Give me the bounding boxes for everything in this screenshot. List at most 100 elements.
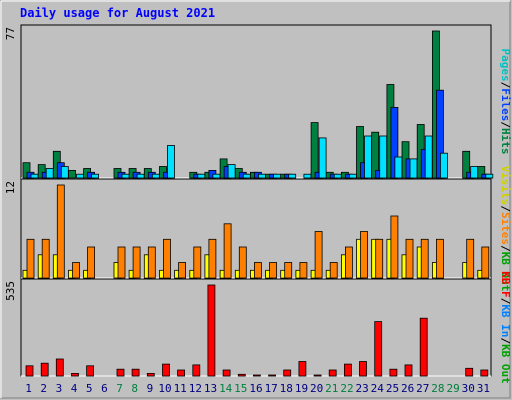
bar-hits-pages-day-14 [227, 164, 236, 179]
bar-kbytes-kb-f-day-4 [71, 372, 79, 377]
day-label-30: 30 [462, 382, 475, 395]
legend-item-pages: Pages [499, 49, 512, 82]
bar-visits-sites-day-5 [87, 246, 95, 279]
bar-hits-hits-day-2 [37, 164, 46, 179]
bar-visits-sites-day-15 [238, 246, 247, 279]
legend-separator: / [499, 121, 512, 128]
day-label-5: 5 [86, 382, 93, 395]
bar-visits-sites-day-3 [56, 184, 65, 279]
bar-kbytes-kb-f-day-1 [25, 365, 34, 377]
day-label-8: 8 [131, 382, 138, 395]
bar-hits-hits-day-4 [68, 169, 76, 179]
day-label-2: 2 [40, 382, 47, 395]
panel-visits-max-label: 12 [4, 181, 17, 194]
bar-visits-sites-day-26 [405, 238, 414, 279]
legend-item-kb-out: KB Out [499, 252, 512, 292]
bar-hits-pages-day-5 [91, 173, 99, 179]
bar-visits-sites-day-1 [26, 238, 35, 279]
bar-kbytes-kb-f-day-22 [343, 363, 352, 377]
day-label-21: 21 [325, 382, 338, 395]
bar-visits-sites-day-19 [299, 262, 308, 279]
bar-visits-sites-day-20 [314, 231, 323, 279]
bar-hits-pages-day-8 [136, 173, 145, 179]
bar-kbytes-kb-f-day-15 [237, 373, 246, 377]
day-label-11: 11 [174, 382, 187, 395]
panel-hits-legend: Pages/Files/Hits [499, 49, 512, 155]
day-label-6: 6 [101, 382, 108, 395]
day-label-29: 29 [446, 382, 459, 395]
bar-hits-pages-day-25 [394, 156, 403, 179]
bar-visits-sites-day-2 [41, 238, 50, 279]
bar-hits-files-day-28 [435, 89, 444, 179]
bar-visits-sites-day-10 [163, 238, 171, 279]
bar-kbytes-kb-f-day-7 [116, 368, 125, 377]
bar-visits-sites-day-23 [360, 231, 368, 279]
bar-hits-pages-day-2 [45, 168, 54, 179]
bar-hits-files-day-25 [390, 107, 399, 179]
bar-hits-pages-day-18 [288, 173, 297, 179]
legend-separator: / [499, 337, 512, 344]
bar-kbytes-kb-f-day-12 [192, 364, 201, 377]
chart-title: Daily usage for August 2021 [20, 6, 215, 20]
bar-kbytes-kb-f-day-24 [374, 321, 383, 377]
legend-item-sites: Sites [499, 212, 512, 245]
bar-hits-pages-day-17 [273, 173, 282, 179]
bar-visits-sites-day-21 [329, 262, 338, 279]
bar-visits-sites-day-8 [132, 246, 141, 279]
bar-hits-pages-day-12 [197, 173, 206, 179]
day-label-31: 31 [477, 382, 490, 395]
bar-kbytes-kb-f-day-23 [359, 361, 367, 377]
legend-item-hits: Hits [499, 128, 512, 155]
legend-item-files: Files [499, 88, 512, 121]
bar-kbytes-kb-f-day-9 [146, 372, 155, 377]
legend-item-kb-f: KB F [499, 271, 512, 298]
bar-kbytes-kb-f-day-19 [298, 361, 307, 377]
bar-kbytes-kb-f-day-27 [419, 317, 428, 377]
bar-visits-sites-day-9 [147, 246, 156, 279]
bar-hits-pages-day-13 [212, 173, 221, 179]
bar-hits-hits-day-30 [462, 150, 471, 179]
panel-hits [20, 24, 492, 179]
bar-visits-sites-day-24 [375, 238, 384, 279]
bar-kbytes-kb-f-day-18 [283, 369, 292, 377]
legend-separator: / [499, 245, 512, 252]
day-label-3: 3 [56, 382, 63, 395]
day-label-20: 20 [310, 382, 323, 395]
bar-visits-sites-day-13 [208, 238, 217, 279]
legend-item-kb-in: KB In [499, 304, 512, 337]
bar-kbytes-kb-f-day-2 [40, 362, 49, 377]
bar-visits-sites-day-17 [269, 262, 278, 279]
panel-kbytes [20, 278, 492, 377]
day-label-25: 25 [386, 382, 399, 395]
bar-visits-sites-day-30 [466, 238, 475, 279]
bar-hits-pages-day-15 [242, 173, 251, 179]
panel-kbytes-max-label: 535 [4, 281, 17, 301]
bar-hits-pages-day-30 [470, 166, 479, 179]
bar-kbytes-kb-f-day-25 [389, 368, 398, 377]
bar-kbytes-kb-f-day-5 [86, 365, 94, 377]
bar-visits-sites-day-27 [420, 238, 429, 279]
day-label-17: 17 [265, 382, 278, 395]
day-label-4: 4 [71, 382, 78, 395]
bar-visits-sites-day-4 [72, 262, 80, 279]
bar-hits-pages-day-9 [151, 173, 160, 179]
bar-kbytes-kb-f-day-16 [252, 374, 261, 377]
bar-visits-sites-day-28 [435, 238, 444, 279]
bar-visits-sites-day-25 [390, 215, 399, 279]
bar-hits-pages-day-27 [424, 135, 433, 179]
day-label-10: 10 [158, 382, 171, 395]
legend-separator: / [499, 82, 512, 89]
bar-hits-pages-day-24 [379, 135, 388, 179]
legend-item-visits: Visits [499, 166, 512, 206]
bar-visits-sites-day-11 [178, 262, 187, 279]
bar-hits-pages-day-19 [303, 173, 312, 179]
panel-kbytes-legend: KB F/KB In/KB Out [499, 271, 512, 384]
day-label-27: 27 [416, 382, 429, 395]
bar-visits-sites-day-14 [223, 223, 232, 279]
bar-hits-pages-day-3 [60, 166, 69, 179]
day-label-12: 12 [189, 382, 202, 395]
bar-hits-hits-day-1 [22, 162, 31, 179]
bar-kbytes-kb-f-day-3 [55, 358, 64, 377]
bar-kbytes-kb-f-day-30 [465, 367, 474, 377]
